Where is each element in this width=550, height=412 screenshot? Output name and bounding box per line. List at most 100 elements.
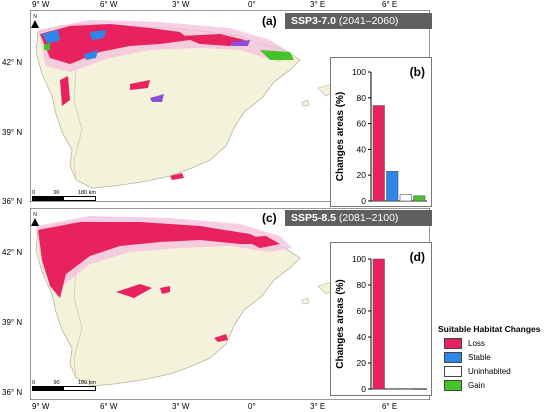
inset-chart-d: (d) 0 20 40 60 80 100 Changes areas (%) (330, 242, 432, 396)
panel-label: (a) (262, 14, 277, 28)
x-tick-label: 9° W (32, 402, 50, 411)
legend-swatch (444, 380, 462, 391)
x-tick-label: 0° (248, 0, 256, 9)
y-tick-label: 39° N (2, 128, 23, 137)
legend-items: Loss Stable Uninhabited Gain (438, 338, 550, 391)
y-tick-label: 60 (357, 306, 367, 316)
scenario-name: SSP5-8.5 (291, 212, 336, 224)
habitat-loss-zone (40, 24, 190, 64)
bar-stable (386, 171, 399, 202)
x-tick-label: 3° E (310, 0, 326, 9)
legend-title: Suitable Habitat Changes (438, 324, 541, 334)
y-tick-label: 40 (357, 144, 367, 154)
x-tick-label: 3° W (172, 402, 190, 411)
y-tick-label: 80 (357, 93, 367, 103)
x-tick-label: 6° E (382, 402, 398, 411)
legend-swatch (444, 338, 462, 349)
bar-chart-d: (d) 0 20 40 60 80 100 Changes areas (%) (335, 250, 427, 394)
legend-swatch (444, 366, 462, 377)
legend-item-gain: Gain (444, 380, 550, 391)
chart-panel-label: (b) (410, 65, 425, 79)
scale-bar-graphic (32, 196, 96, 201)
legend-item-loss: Loss (444, 338, 550, 349)
x-tick-label: 6° W (100, 402, 118, 411)
legend-label: Gain (468, 381, 485, 390)
map-bottom-svg (29, 207, 431, 401)
x-tick-label: 0° (248, 402, 256, 411)
legend-label: Stable (468, 353, 491, 362)
y-tick-label: 20 (357, 170, 367, 180)
habitat-stable-zone (42, 30, 60, 44)
bar-uninhabited (399, 194, 412, 202)
y-tick-label: 80 (357, 280, 367, 290)
scale-bar: 0 90 180 km (32, 380, 96, 391)
legend-item-stable: Stable (444, 352, 550, 363)
habitat-loss-zone (180, 34, 245, 46)
x-tick-label: 6° E (382, 0, 398, 9)
habitat-loss-zone (130, 80, 150, 90)
legend-label: Loss (468, 339, 485, 348)
map-panel-bottom (29, 207, 431, 401)
scale-bar-graphic (32, 386, 96, 391)
scenario-banner: SSP5-8.5 (2081–2100) (285, 210, 432, 226)
y-tick-label: 100 (352, 254, 366, 264)
scenario-banner: SSP3-7.0 (2041–2060) (285, 13, 432, 29)
habitat-loss-zone (240, 236, 280, 248)
balearic-island (301, 297, 310, 305)
habitat-gain-zone (260, 50, 294, 60)
scale-tick-labels: 0 90 180 km (32, 190, 96, 196)
x-tick-label: 9° W (32, 0, 50, 9)
panel-label: (c) (262, 211, 277, 225)
bar-loss (372, 105, 385, 202)
balearic-island (301, 99, 310, 107)
bar-loss (372, 258, 385, 390)
scale-tick: 180 km (77, 190, 96, 196)
legend-label: Uninhabited (468, 367, 511, 376)
habitat-loss-zone (60, 76, 70, 106)
y-tick-label: 100 (352, 67, 366, 77)
habitat-stable-zone (90, 30, 106, 40)
habitat-loss-zone (160, 286, 170, 294)
north-arrow-icon: N (30, 212, 40, 226)
scale-tick: 90 (53, 190, 60, 196)
scenario-name: SSP3-7.0 (291, 15, 336, 27)
y-tick-label: 36° N (2, 197, 23, 206)
inset-chart-b: (b) 0 20 40 60 80 100 Changes areas (%) (330, 57, 432, 207)
scale-bar: 0 90 180 km (32, 190, 96, 201)
north-arrow-shape (31, 20, 39, 28)
chart-panel-label: (d) (410, 250, 425, 264)
habitat-stable-zone (230, 40, 250, 46)
north-arrow-icon: N (30, 14, 40, 28)
scenario-period: (2041–2060) (338, 15, 399, 27)
y-axis-label: Changes areas (%) (335, 279, 346, 368)
y-tick-label: 42° N (2, 248, 23, 257)
y-tick-label: 20 (357, 358, 367, 368)
bar-chart-b: (b) 0 20 40 60 80 100 Changes areas (%) (335, 65, 427, 206)
habitat-stable-zone (84, 50, 98, 60)
y-tick-label: 39° N (2, 318, 23, 327)
y-tick-label: 60 (357, 119, 367, 129)
habitat-loss-zone (116, 284, 152, 298)
scale-tick: 0 (32, 190, 36, 196)
y-tick-label: 42° N (2, 58, 23, 67)
legend-item-uninhabited: Uninhabited (444, 366, 550, 377)
legend: Suitable Habitat Changes Loss Stable Uni… (438, 324, 550, 391)
habitat-loss-zone (214, 334, 228, 342)
y-tick-label: 40 (357, 332, 367, 342)
north-label: N (33, 212, 37, 218)
habitat-loss-zone (170, 173, 184, 180)
legend-swatch (444, 352, 462, 363)
y-tick-label: 0 (361, 384, 366, 394)
x-tick-label: 3° W (172, 0, 190, 9)
x-tick-label: 3° E (310, 402, 326, 411)
habitat-gain-zone (44, 44, 50, 50)
scenario-period: (2081–2100) (338, 212, 399, 224)
y-tick-label: 0 (361, 196, 366, 206)
habitat-stable-zone (150, 94, 164, 102)
scale-tick: 90 (53, 380, 60, 386)
x-tick-label: 6° W (100, 0, 118, 9)
habitat-loss-zone (38, 222, 270, 298)
north-arrow-shape (31, 218, 39, 226)
scale-tick: 180 km (77, 380, 96, 386)
y-tick-label: 36° N (2, 388, 23, 397)
